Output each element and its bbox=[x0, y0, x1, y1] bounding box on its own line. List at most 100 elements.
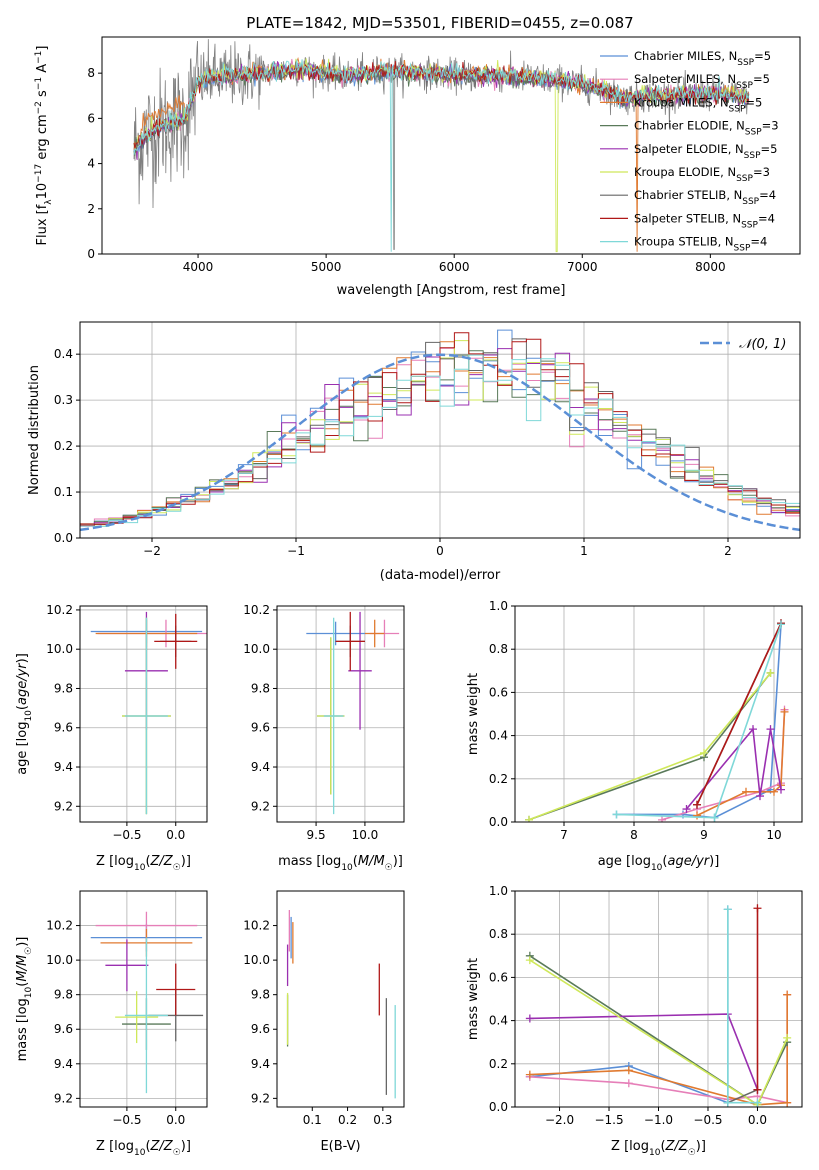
series-marker-kroupa_miles bbox=[783, 1098, 792, 1107]
legend: Chabrier MILES, NSSP=5 Salpeter MILES, NS… bbox=[600, 49, 779, 254]
x-tick-label: −0.5 bbox=[112, 828, 141, 842]
x-tick-label: 9.5 bbox=[307, 828, 326, 842]
x-tick-label: 10.0 bbox=[352, 828, 379, 842]
plot-area-mass_vs_age bbox=[306, 611, 400, 815]
legend-label-salpeter_stelib: Salpeter STELIB, NSSP=4 bbox=[634, 211, 775, 230]
panel-ebv_vs_mass: 0.1 0.2 0.3 9.2 9.4 9.6 9.8 10.0 10.2 E(B-V) bbox=[243, 890, 405, 1154]
series-marker-kroupa_elodie bbox=[525, 956, 534, 965]
y-tick-label: 0.4 bbox=[54, 347, 73, 361]
y-tick-label: 9.6 bbox=[251, 1022, 270, 1036]
series-line-kroupa_stelib bbox=[726, 909, 758, 1104]
y-tick-label: 6 bbox=[87, 111, 95, 125]
y-tick-label: 0.0 bbox=[489, 815, 508, 829]
x-tick-label: −2 bbox=[143, 544, 161, 558]
y-tick-label: 0.4 bbox=[489, 729, 508, 743]
y-tick-label: 10.2 bbox=[46, 603, 73, 617]
y-tick-label: 9.6 bbox=[54, 721, 73, 735]
series-marker-kroupa_miles bbox=[624, 1066, 633, 1075]
series-marker-kroupa_miles bbox=[742, 787, 750, 796]
y-tick-label: 9.8 bbox=[251, 681, 270, 695]
panel-mass_vs_age: 9.5 10.0 9.2 9.4 9.6 9.8 10.0 10.2 mass [log10(M… bbox=[243, 603, 405, 873]
y-tick-label: 0.2 bbox=[489, 772, 508, 786]
panel-z_vs_mass: −0.5 0.0 9.2 9.4 9.6 9.8 10.0 10.2 Z [log10(Z/Z☉… bbox=[15, 890, 208, 1158]
panel-residuals: −2 −1 0 1 2 0.0 0.1 0.2 0.3 0.4 𝒩(0, 1) (data-model… bbox=[27, 321, 801, 583]
y-tick-label: 9.2 bbox=[54, 1091, 73, 1105]
x-tick-label: 10 bbox=[766, 828, 781, 842]
series-marker-kroupa_miles bbox=[525, 1070, 534, 1079]
y-axis-label: mass weight bbox=[466, 958, 481, 1040]
y-tick-label: 0.0 bbox=[489, 1100, 508, 1114]
series-marker-kroupa_elodie bbox=[766, 668, 775, 677]
x-tick-label: 7 bbox=[560, 828, 568, 842]
x-axis-label: Z [log10(Z/Z☉)] bbox=[96, 1139, 191, 1158]
x-tick-label: 1 bbox=[580, 544, 588, 558]
panel-age_weights: 7 8 9 10 0.0 0.2 0.4 0.6 0.8 1.0 age [log10(age/yr… bbox=[466, 599, 803, 873]
x-tick-label: 0.0 bbox=[166, 828, 185, 842]
x-tick-label: −2.0 bbox=[545, 1113, 574, 1127]
series-marker-salpeter_elodie bbox=[777, 785, 785, 794]
x-axis-label: (data-model)/error bbox=[380, 568, 501, 583]
y-tick-label: 0.6 bbox=[489, 685, 508, 699]
y-tick-label: 9.2 bbox=[54, 799, 73, 813]
y-tick-label: 10.2 bbox=[46, 919, 73, 933]
panel-z_vs_age: −0.5 0.0 9.2 9.4 9.6 9.8 10.0 10.2 Z [log10(Z/Z☉… bbox=[15, 603, 208, 873]
x-tick-label: 8 bbox=[630, 828, 638, 842]
plot-area-residuals bbox=[80, 329, 800, 532]
series-marker-salpeter_elodie bbox=[525, 1014, 534, 1023]
y-tick-label: 0.6 bbox=[489, 970, 508, 984]
y-tick-label: 0 bbox=[87, 247, 95, 261]
plot-area-z_weights bbox=[525, 904, 792, 1107]
series-marker-salpeter_stelib bbox=[693, 800, 701, 809]
x-tick-label: 9 bbox=[700, 828, 708, 842]
plot-area-age_weights bbox=[525, 619, 789, 822]
y-tick-label: 9.4 bbox=[54, 1057, 73, 1071]
y-tick-label: 0.1 bbox=[54, 485, 73, 499]
series-marker-salpeter_miles bbox=[658, 815, 666, 822]
y-tick-label: 0.8 bbox=[489, 642, 508, 656]
series-line-chabrier_miles bbox=[616, 624, 782, 819]
y-tick-label: 1.0 bbox=[489, 599, 508, 613]
y-axis-label: Normed distribution bbox=[27, 365, 42, 495]
series-marker-kroupa_stelib bbox=[612, 810, 621, 819]
y-tick-label: 9.2 bbox=[251, 799, 270, 813]
legend-label-kroupa_elodie: Kroupa ELODIE, NSSP=3 bbox=[634, 165, 770, 184]
residual-histogram-kroupa_stelib bbox=[80, 354, 800, 527]
y-tick-label: 9.8 bbox=[54, 681, 73, 695]
x-tick-label: −0.5 bbox=[112, 1113, 141, 1127]
y-tick-label: 9.8 bbox=[54, 988, 73, 1002]
x-axis-label: Z [log10(Z/Z☉)] bbox=[96, 854, 191, 873]
y-tick-label: 8 bbox=[87, 66, 95, 80]
x-axis-label: E(B-V) bbox=[320, 1139, 360, 1154]
series-marker-salpeter_elodie bbox=[756, 792, 764, 801]
series-marker-salpeter_elodie bbox=[682, 805, 691, 814]
y-tick-label: 9.6 bbox=[54, 1022, 73, 1036]
x-tick-label: 4000 bbox=[183, 260, 214, 274]
legend-label-salpeter_miles: Salpeter MILES, NSSP=5 bbox=[634, 72, 770, 91]
panel-spectrum: 4000 5000 6000 7000 8000 0 2 4 6 8 wavelength [Ang… bbox=[34, 36, 801, 298]
normal-distribution-curve bbox=[80, 353, 800, 532]
series-marker-salpeter_elodie bbox=[766, 725, 775, 734]
y-tick-label: 10.2 bbox=[243, 603, 270, 617]
y-tick-label: 10.0 bbox=[243, 953, 270, 967]
series-marker-kroupa_stelib bbox=[710, 813, 719, 822]
y-tick-label: 9.4 bbox=[54, 760, 73, 774]
y-tick-label: 0.0 bbox=[54, 531, 73, 545]
series-marker-salpeter_stelib bbox=[753, 904, 762, 913]
y-tick-label: 0.4 bbox=[489, 1014, 508, 1028]
y-tick-label: 9.2 bbox=[251, 1091, 270, 1105]
axes-frame bbox=[79, 890, 208, 1108]
series-marker-kroupa_elodie bbox=[783, 1033, 792, 1042]
y-axis-label: mass weight bbox=[466, 673, 481, 755]
x-tick-label: 7000 bbox=[567, 260, 598, 274]
series-marker-kroupa_elodie bbox=[525, 815, 533, 822]
panels: 4000 5000 6000 7000 8000 0 2 4 6 8 wavelength [Ang… bbox=[15, 36, 803, 1158]
series-marker-kroupa_miles bbox=[693, 811, 701, 820]
series-marker-kroupa_elodie bbox=[700, 748, 708, 757]
legend-label-salpeter_elodie: Salpeter ELODIE, NSSP=5 bbox=[634, 142, 777, 161]
series-marker-kroupa_miles bbox=[783, 990, 792, 999]
series-line-salpeter_stelib bbox=[696, 622, 782, 806]
x-axis-label: Z [log10(Z/Z☉)] bbox=[611, 1139, 706, 1158]
figure-title: PLATE=1842, MJD=53501, FIBERID=0455, z=0… bbox=[246, 14, 633, 32]
legend-label-chabrier_elodie: Chabrier ELODIE, NSSP=3 bbox=[634, 119, 779, 138]
